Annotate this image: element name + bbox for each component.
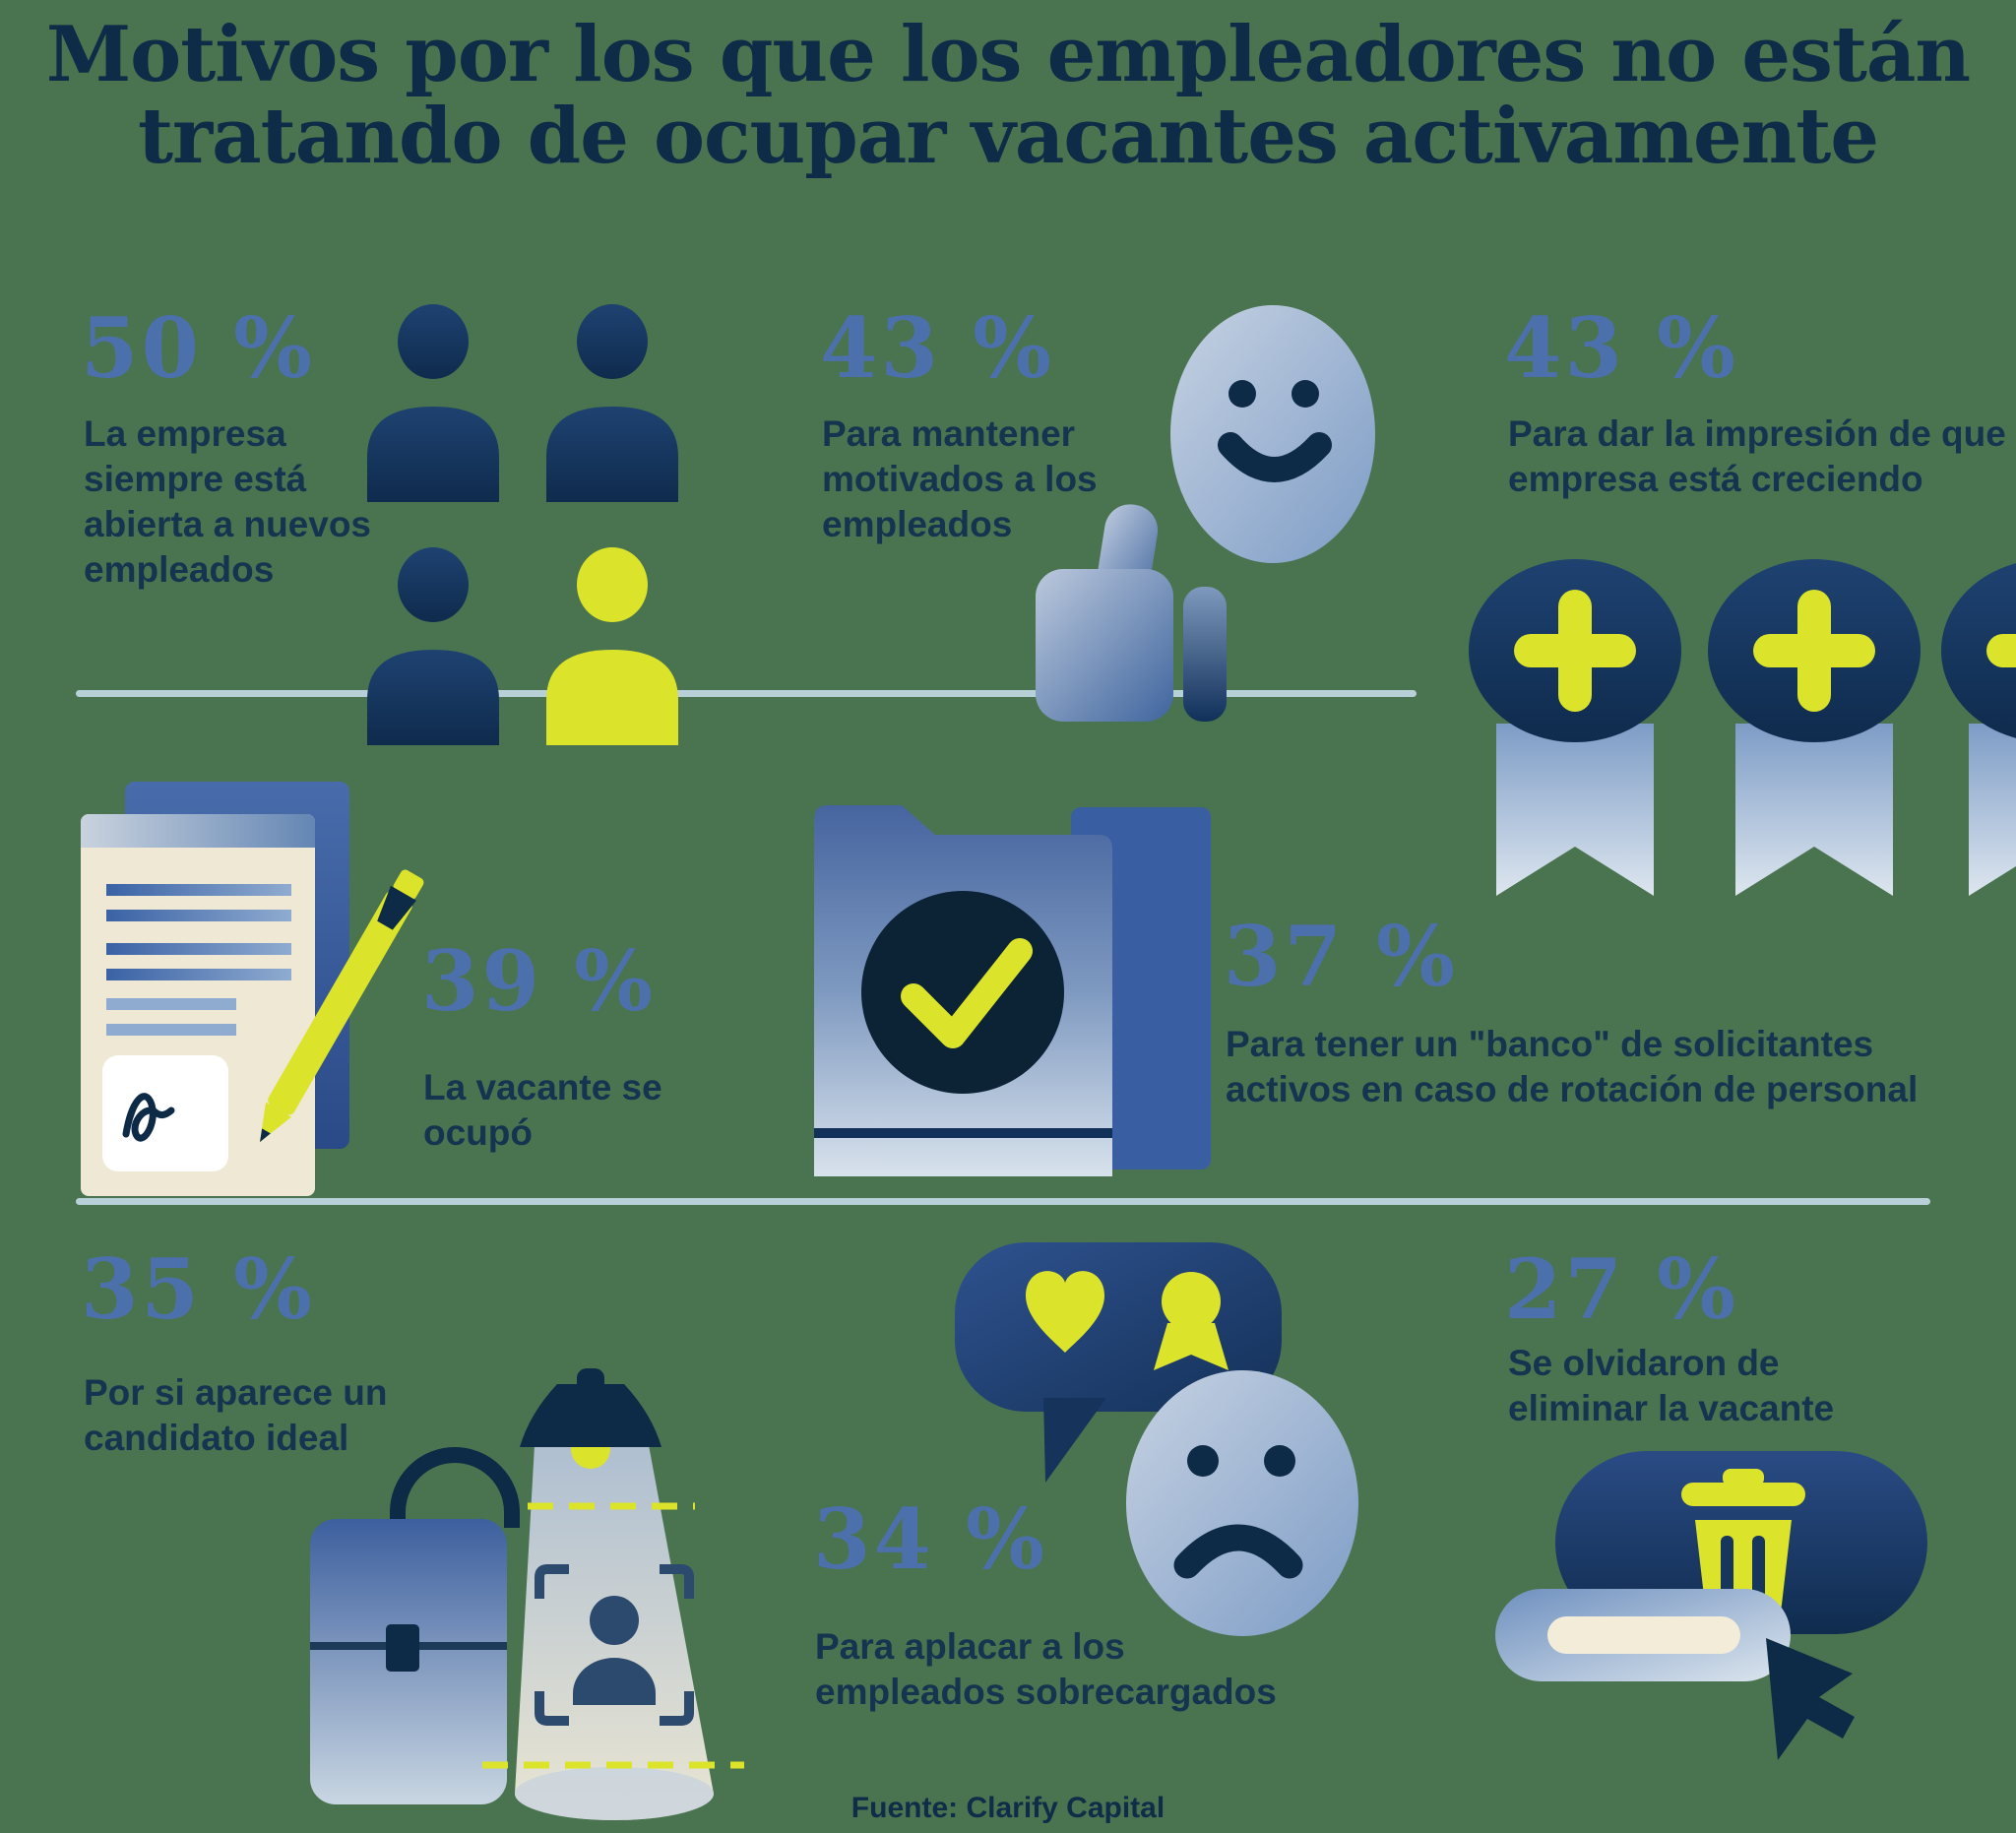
stat-43b-percent: 43 %: [1504, 299, 1738, 397]
lamp-shade-icon: [520, 1384, 662, 1447]
check-mark-icon: [901, 938, 1033, 1048]
stat-50-percent: 50 %: [81, 299, 315, 397]
folder-check-icon: [814, 805, 1211, 1176]
stat-37-desc: Para tener un "banco" de solicitantes ac…: [1226, 1024, 1919, 1109]
chat-bubble-icon: [955, 1242, 1282, 1483]
stat-43a-desc: Para mantener motivados a los empleados: [822, 413, 1098, 544]
candidate-focus-frame-icon: [535, 1564, 694, 1726]
page-title-line2: tratando de ocupar vacantes activamente: [138, 92, 1879, 182]
divider-row1: [76, 690, 1417, 697]
thumbs-up-icon: [1036, 504, 1227, 722]
source-credit: Fuente: Clarify Capital: [850, 1792, 1166, 1824]
smiley-face-icon: [1170, 305, 1375, 563]
signature-squiggle: [122, 1093, 175, 1142]
stat-27-desc: Se olvidaron de eliminar la vacante: [1508, 1343, 1835, 1428]
stat-43a-percent: 43 %: [820, 299, 1054, 397]
plus-badge-icon: [1469, 559, 1681, 896]
candidate-person-icon: [573, 1596, 656, 1705]
people-grid-icon: [367, 304, 678, 745]
award-badges-icon: [1469, 559, 2016, 896]
page-title: Motivos por los que los empleadores no e…: [0, 14, 2016, 178]
stat-34-desc: Para aplacar a los empleados sobrecargad…: [815, 1626, 1277, 1712]
stat-34-percent: 34 %: [813, 1490, 1047, 1588]
briefcase-handle: [390, 1447, 520, 1528]
stat-39-percent: 39 %: [421, 932, 656, 1030]
stat-27-percent: 27 %: [1504, 1240, 1738, 1338]
plus-badge-icon: [1708, 559, 1921, 896]
divider-row2: [76, 1198, 1930, 1205]
stat-37-percent: 37 %: [1224, 908, 1458, 1005]
heart-icon: [1026, 1271, 1104, 1353]
delete-button-trash-icon: [1495, 1451, 1927, 1760]
sad-face-icon: [1126, 1370, 1358, 1636]
page-title-line1: Motivos por los que los empleadores no e…: [45, 10, 1971, 99]
stat-35-percent: 35 %: [81, 1240, 315, 1338]
stat-50-desc: La empresa siempre está abierta a nuevos…: [84, 413, 372, 590]
stat-43b-desc: Para dar la impresión de que la empresa …: [1508, 413, 2016, 499]
stat-35-desc: Por si aparece un candidato ideal: [84, 1372, 388, 1458]
plus-badge-icon: [1941, 563, 2016, 896]
highlighted-person-icon: [546, 547, 678, 745]
pen-icon: [260, 869, 424, 1143]
signed-document-icon: [81, 782, 424, 1196]
cursor-icon: [1766, 1638, 1855, 1760]
stat-39-desc: La vacante se ocupó: [423, 1067, 662, 1153]
briefcase-spotlight-icon: [310, 1368, 744, 1820]
award-ribbon-icon: [1154, 1272, 1228, 1370]
